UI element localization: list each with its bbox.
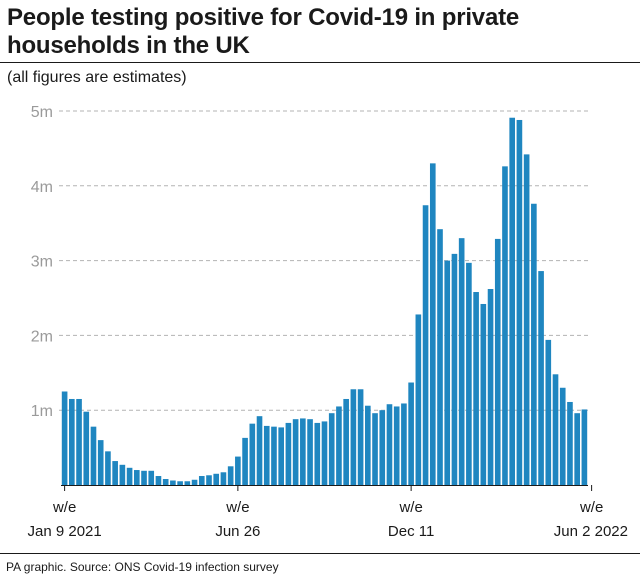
x-tick-label-line1: w/e — [52, 499, 76, 516]
bar — [90, 426, 97, 485]
bar — [76, 398, 82, 485]
bar — [162, 479, 169, 485]
bar — [300, 418, 306, 485]
bar — [198, 476, 205, 485]
bar — [494, 238, 501, 485]
bar — [523, 154, 530, 485]
bar — [538, 271, 544, 485]
bar — [256, 416, 263, 485]
bar — [126, 467, 133, 485]
chart-title-line-1: People testing positive for Covid-19 in … — [7, 4, 520, 31]
bar — [480, 303, 487, 485]
y-tick-label: 4m — [31, 179, 53, 196]
footer-divider — [0, 553, 640, 554]
x-tick-label-line2: Jun 2 2022 — [554, 523, 628, 540]
x-tick-label-line1: w/e — [579, 499, 603, 516]
bar — [458, 238, 465, 485]
bar — [466, 262, 472, 485]
bar — [415, 314, 422, 485]
bar — [133, 470, 140, 485]
bar — [148, 470, 155, 485]
bar — [61, 391, 68, 485]
bar — [343, 398, 349, 485]
bar — [155, 476, 162, 485]
bar — [559, 387, 566, 485]
bar — [502, 166, 508, 485]
bar — [263, 425, 270, 485]
chart-title: People testing positive for Covid-19 in … — [7, 4, 627, 60]
bar — [97, 440, 104, 485]
bar — [487, 289, 494, 485]
bar — [177, 481, 183, 485]
bar — [429, 163, 436, 486]
bar — [552, 374, 559, 485]
y-tick-label: 5m — [31, 104, 53, 121]
bar — [408, 382, 414, 485]
bar — [184, 481, 191, 485]
bar — [372, 413, 378, 485]
x-tick-label-line1: w/e — [398, 499, 422, 516]
bar — [437, 229, 443, 485]
bar — [336, 406, 342, 485]
bar — [249, 423, 256, 485]
bar — [567, 401, 573, 485]
bar — [314, 422, 321, 485]
title-divider — [0, 62, 640, 63]
bar — [141, 470, 147, 485]
bar — [242, 437, 248, 485]
bar — [531, 203, 537, 485]
y-tick-label: 2m — [31, 328, 53, 345]
chart-title-line-2: households in the UK — [7, 32, 250, 59]
bar — [119, 464, 126, 485]
bar — [509, 117, 516, 485]
y-axis-labels: 1m 2m 3m 4m 5m — [31, 104, 53, 420]
bar — [581, 409, 588, 485]
bar — [545, 339, 552, 485]
bar — [191, 479, 198, 485]
x-tick-label-line2: Jun 26 — [215, 523, 260, 540]
y-tick-label: 3m — [31, 254, 53, 271]
bar — [220, 472, 227, 485]
bar — [328, 413, 335, 485]
bar — [386, 404, 393, 485]
bar — [574, 413, 580, 485]
bar-chart: 1m 2m 3m 4m 5m w/e Jan 9 2021 w/e Jun 26 w/e Dec … — [27, 104, 628, 540]
bar — [444, 260, 451, 485]
gridlines — [59, 110, 588, 411]
y-tick-label: 1m — [31, 403, 53, 420]
bar — [307, 419, 313, 485]
bar — [105, 451, 111, 485]
bar — [206, 475, 212, 485]
bar — [451, 253, 458, 485]
bar — [285, 422, 292, 485]
bar — [69, 398, 75, 485]
bar — [401, 403, 407, 485]
bar — [365, 405, 371, 485]
bar — [422, 205, 429, 485]
x-tick-label-line2: Dec 11 — [388, 523, 434, 540]
x-tick-label-line2: Jan 9 2021 — [27, 523, 101, 540]
bar — [271, 426, 277, 485]
bar — [379, 410, 386, 485]
x-tick-label-line1: w/e — [225, 499, 249, 516]
bar — [170, 480, 176, 485]
bar — [516, 119, 523, 485]
bar — [393, 406, 400, 485]
bars — [61, 117, 588, 486]
bar — [357, 389, 364, 485]
source-note: PA graphic. Source: ONS Covid-19 infecti… — [6, 560, 279, 574]
bar — [112, 461, 118, 485]
bar — [321, 421, 328, 485]
bar — [350, 389, 357, 485]
x-axis: w/e Jan 9 2021 w/e Jun 26 w/e Dec 11 w/e Jun 2 … — [27, 485, 628, 540]
bar — [227, 466, 234, 485]
bar — [235, 456, 241, 485]
bar — [292, 419, 299, 485]
bar — [473, 292, 479, 485]
bar — [278, 427, 284, 485]
bar — [213, 473, 220, 485]
bar — [83, 411, 90, 485]
chart-subtitle: (all figures are estimates) — [7, 69, 187, 86]
